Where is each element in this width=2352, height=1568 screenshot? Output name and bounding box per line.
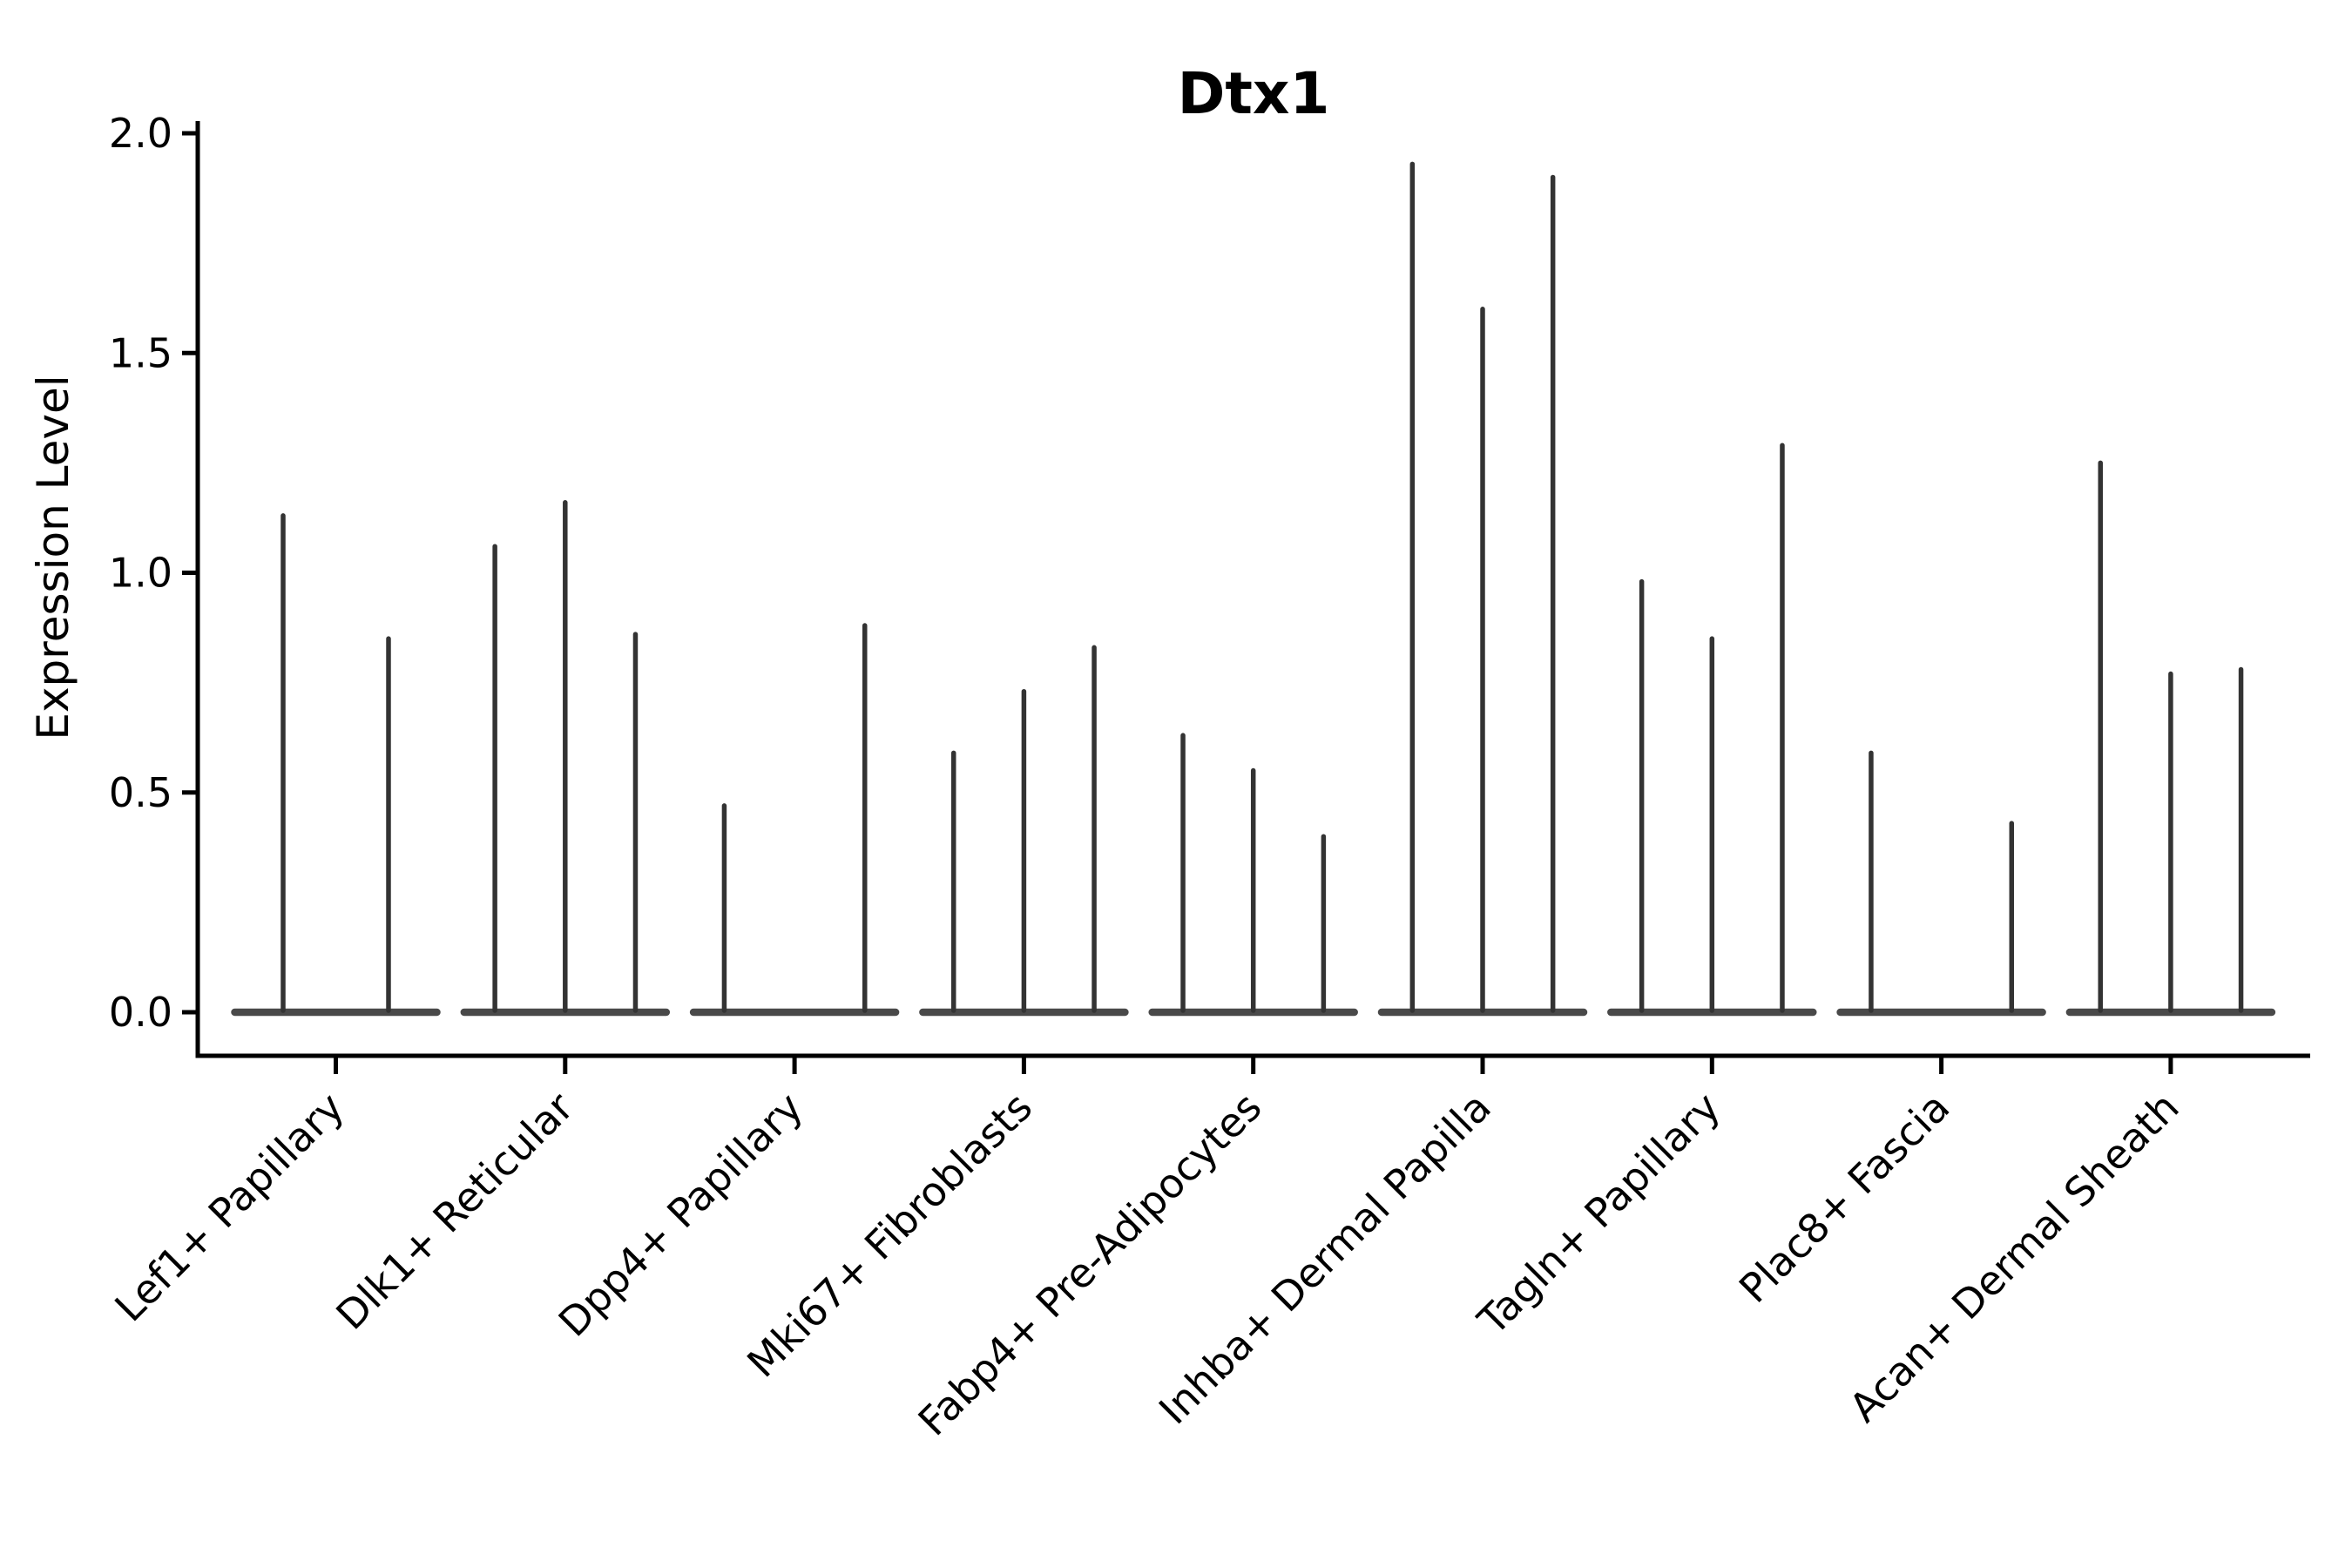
x-tick-label: Plac8+ Fascia <box>1730 1084 1958 1312</box>
violin-group <box>1836 750 2046 1017</box>
y-tick-label: 0.0 <box>109 989 172 1036</box>
violin-group <box>689 623 900 1017</box>
violin-layer <box>231 161 2276 1017</box>
violin-group <box>2065 460 2276 1017</box>
violin-group <box>460 500 671 1017</box>
violin-group <box>231 513 441 1017</box>
x-tick-label: Lef1+ Papillary <box>105 1084 353 1331</box>
y-tick-label: 1.0 <box>109 550 172 597</box>
violin-group <box>1607 443 1817 1017</box>
y-axis-label: Expression Level <box>28 375 78 740</box>
x-tick-label: Tagln+ Papillary <box>1468 1084 1729 1345</box>
y-tick-label: 0.5 <box>109 769 172 816</box>
violin-group <box>1377 161 1588 1017</box>
chart-title: Dtx1 <box>1178 60 1330 127</box>
x-tick-label: Dlk1+ Reticular <box>327 1084 582 1339</box>
violin-group <box>919 645 1129 1017</box>
y-tick-label: 2.0 <box>109 110 172 157</box>
x-tick-label: Dpp4+ Papillary <box>550 1084 812 1346</box>
violin-group <box>1148 733 1358 1017</box>
y-tick-label: 1.5 <box>109 329 172 376</box>
